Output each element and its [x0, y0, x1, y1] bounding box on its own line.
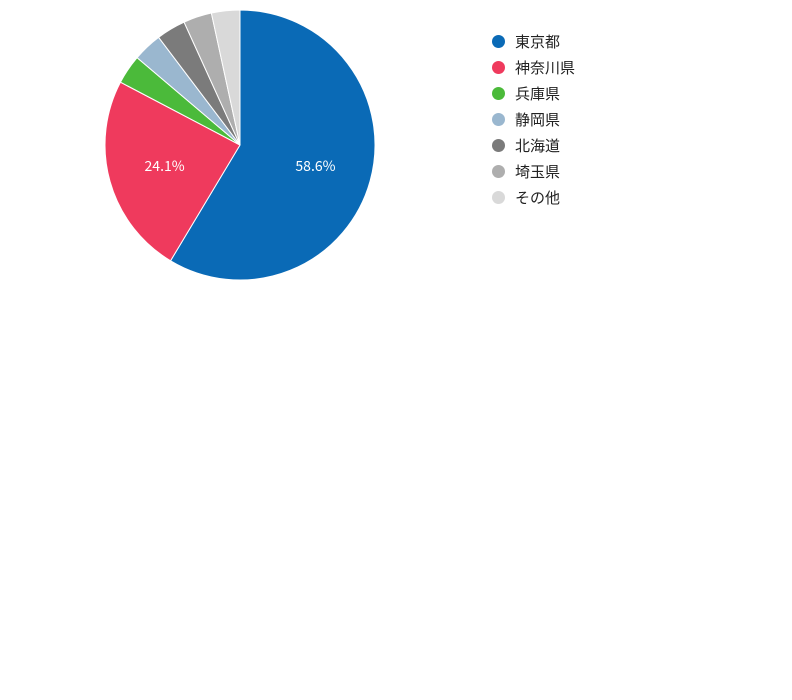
legend-swatch: [492, 165, 505, 178]
legend-label: 埼玉県: [515, 161, 560, 182]
legend-swatch: [492, 87, 505, 100]
legend-swatch: [492, 61, 505, 74]
legend-label: 北海道: [515, 135, 560, 156]
pie-chart: 58.6%24.1%: [105, 10, 375, 280]
chart-area: 58.6%24.1% 東京都 神奈川県 兵庫県 静岡県 北海道 埼玉県 その他: [0, 0, 792, 700]
pie-svg: [105, 10, 375, 280]
legend-label: 神奈川県: [515, 57, 575, 78]
legend-item: 静岡県: [492, 106, 575, 132]
legend-item: 神奈川県: [492, 54, 575, 80]
legend-label: その他: [515, 187, 560, 208]
legend-item: 東京都: [492, 28, 575, 54]
legend-swatch: [492, 139, 505, 152]
legend-item: 埼玉県: [492, 158, 575, 184]
legend-item: 北海道: [492, 132, 575, 158]
legend-item: その他: [492, 184, 575, 210]
legend-label: 兵庫県: [515, 83, 560, 104]
legend-swatch: [492, 191, 505, 204]
legend-swatch: [492, 113, 505, 126]
legend-swatch: [492, 35, 505, 48]
legend: 東京都 神奈川県 兵庫県 静岡県 北海道 埼玉県 その他: [492, 28, 575, 210]
legend-item: 兵庫県: [492, 80, 575, 106]
legend-label: 東京都: [515, 31, 560, 52]
legend-label: 静岡県: [515, 109, 560, 130]
